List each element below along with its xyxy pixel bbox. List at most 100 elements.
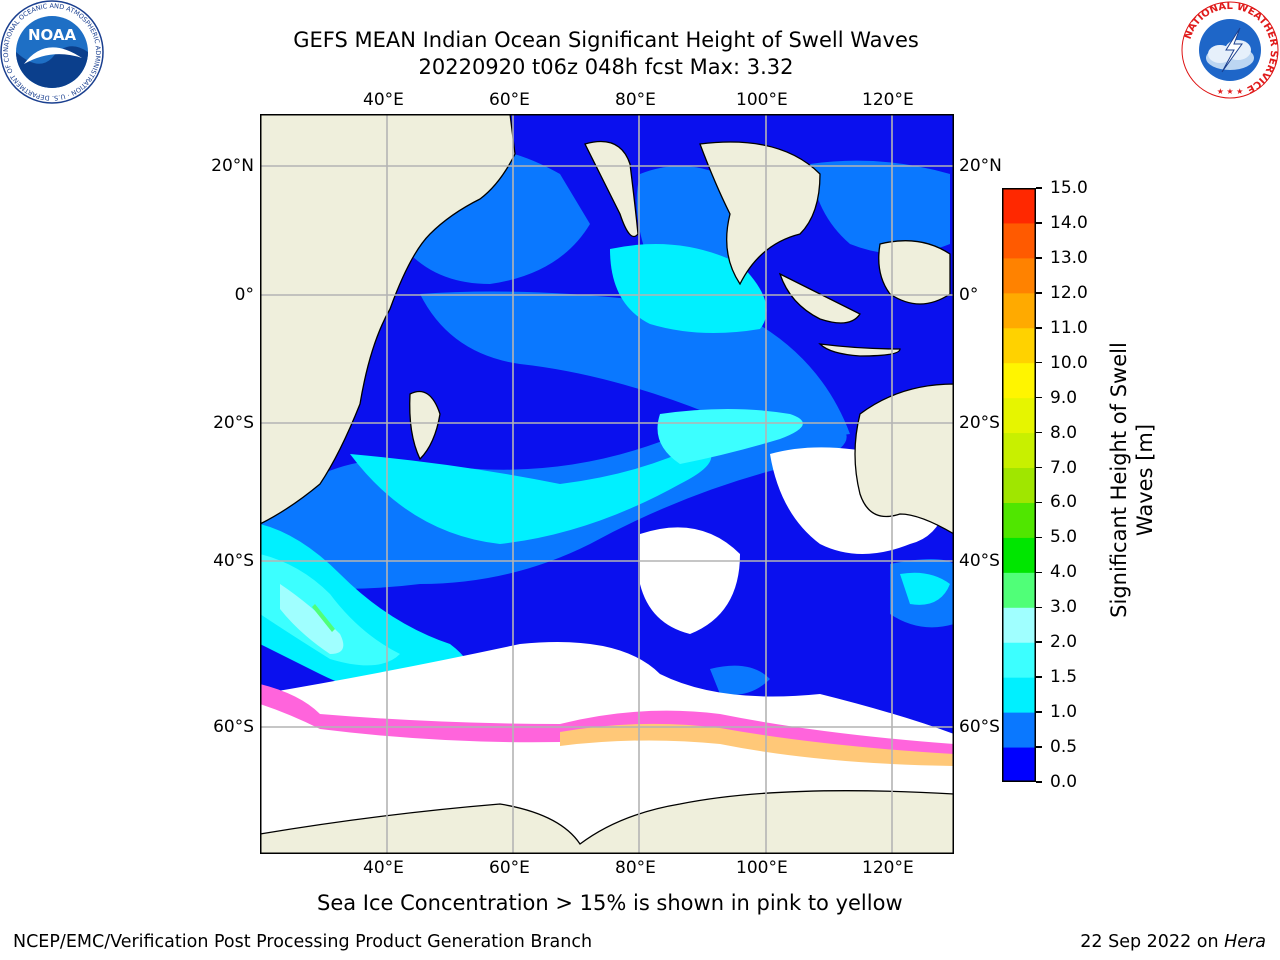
colorbar-tick-mark [1036,536,1042,539]
colorbar-tick-label: 5.0 [1050,527,1078,548]
colorbar-tick-label: 6.0 [1050,492,1078,513]
colorbar-tick-mark [1036,257,1042,259]
colorbar-segment [1002,257,1036,294]
lat-label-right-20s: 20°S [959,413,1000,433]
swell-patch-southwest [260,524,473,704]
colorbar-segment [1002,292,1036,329]
sea-ice-caption: Sea Ice Concentration > 15% is shown in … [317,891,903,915]
noaa-logo: NATIONAL OCEANIC AND ATMOSPHERIC ADMINIS… [0,0,104,104]
land-africa-arabia [260,114,516,525]
land-madagascar [409,390,441,461]
lat-label-left-20s: 20°S [213,413,254,433]
colorbar-tick-mark [1036,501,1042,504]
lon-label-top-60e: 60°E [489,90,530,110]
land-antarctica [260,790,954,854]
colorbar-tick-label: 14.0 [1050,212,1088,233]
colorbar-segment [1002,467,1036,503]
colorbar-tick-label: 4.0 [1050,562,1078,583]
footer-date-text: 22 Sep 2022 on [1080,932,1225,952]
lon-label-top-80e: 80°E [615,90,656,110]
colorbar-segment [1002,607,1036,643]
lat-label-right-60s: 60°S [959,717,1000,737]
colorbar-segment [1002,502,1036,538]
colorbar-tick-label: 0.0 [1050,772,1078,792]
colorbar-tick-label: 7.0 [1050,457,1078,478]
map-subtitle: 20220920 t06z 048h fcst Max: 3.32 [418,55,794,79]
colorbar-tick-label: 10.0 [1050,352,1088,373]
colorbar-segment [1002,747,1036,783]
map-frame [260,114,954,854]
colorbar-tick-mark [1036,641,1042,643]
lat-label-left-60s: 60°S [213,717,254,737]
lon-label-bottom-120e: 120°E [862,858,914,878]
lon-label-top-100e: 100°E [736,90,788,110]
colorbar-frame [1002,188,1036,782]
colorbar-tick-label: 0.5 [1050,737,1078,758]
colorbar-tick-label: 12.0 [1050,282,1088,303]
swell-patch-southwest-lightest [280,584,344,654]
colorbar-segment [1002,188,1036,224]
lat-label-right-40s: 40°S [959,551,1000,571]
map-title: GEFS MEAN Indian Ocean Significant Heigh… [293,28,919,52]
swell-patch-equatorial-cyan [610,244,767,333]
colorbar [1002,188,1036,783]
lon-label-bottom-100e: 100°E [736,858,788,878]
colorbar-tick-mark [1036,711,1042,713]
colorbar-tick-label: 2.0 [1050,632,1078,653]
colorbar-tick-mark [1036,292,1042,294]
lon-label-bottom-60e: 60°E [489,858,530,878]
colorbar-label-line2: Waves [m] [1133,423,1157,537]
nws-logo: NATIONAL WEATHER SERVICE ★ ★ ★ [1180,0,1280,100]
colorbar-tick-mark [1036,327,1042,329]
lat-label-left-40s: 40°S [213,551,254,571]
colorbar-tick-mark [1036,396,1042,399]
colorbar-tick-mark [1036,676,1042,678]
colorbar-label-line1: Significant Height of Swell [1107,342,1131,618]
land-borneo [878,240,951,305]
colorbar-segment [1002,362,1036,399]
colorbar-tick-mark [1036,781,1042,783]
colorbar-tick-mark [1036,571,1042,574]
colorbar-segment [1002,397,1036,434]
colorbar-segment [1002,222,1036,259]
land-sumatra [778,272,861,324]
colorbar-tick-mark [1036,431,1042,434]
colorbar-tick-mark [1036,361,1042,364]
swell-patch-southern-cyan [350,444,712,544]
colorbar-tick-mark [1036,746,1042,748]
colorbar-segment [1002,327,1036,364]
colorbar-tick-mark [1036,222,1042,224]
lon-label-top-120e: 120°E [862,90,914,110]
lat-label-right-0: 0° [959,285,979,305]
swell-band-pacific [810,160,950,254]
swell-patch-southeast-cyan [900,572,950,605]
swell-height-map [260,114,954,854]
colorbar-tick-mark [1036,466,1042,469]
colorbar-segment [1002,572,1036,608]
map-gridlines [260,114,954,854]
colorbar-segment [1002,712,1036,748]
footer-machine: Hera [1224,932,1266,952]
colorbar-segment [1002,432,1036,469]
noaa-logo-text: NOAA [28,26,77,44]
colorbar-segment [1002,642,1036,678]
colorbar-tick-label: 1.5 [1050,667,1078,688]
sea-ice-inner [560,723,954,766]
swell-patch-southwest-light [260,554,400,666]
footer-org: NCEP/EMC/Verification Post Processing Pr… [13,932,593,952]
colorbar-tick-label: 13.0 [1050,247,1088,268]
lat-label-left-0: 0° [234,285,254,305]
colorbar-ticks: 0.0 0.5 1.0 1.5 2.0 3.0 4.0 5.0 6.0 7.0 8.0 9.0 10.0… [1036,178,1106,792]
colorbar-tick-label: 1.0 [1050,702,1078,723]
footer-date: 22 Sep 2022 on Hera [1080,932,1266,952]
land-southeast-asia [699,141,821,286]
no-data-region-central [640,527,740,634]
land-australia [854,383,954,535]
colorbar-segment [1002,537,1036,573]
swell-max-streak [312,604,335,632]
svg-text:★ ★ ★: ★ ★ ★ [1217,87,1244,96]
colorbar-tick-label: 15.0 [1050,178,1088,198]
colorbar-label: Significant Height of Swell Waves [m] [1106,330,1158,630]
colorbar-tick-mark [1036,187,1042,189]
lat-label-right-20n: 20°N [959,156,1002,176]
